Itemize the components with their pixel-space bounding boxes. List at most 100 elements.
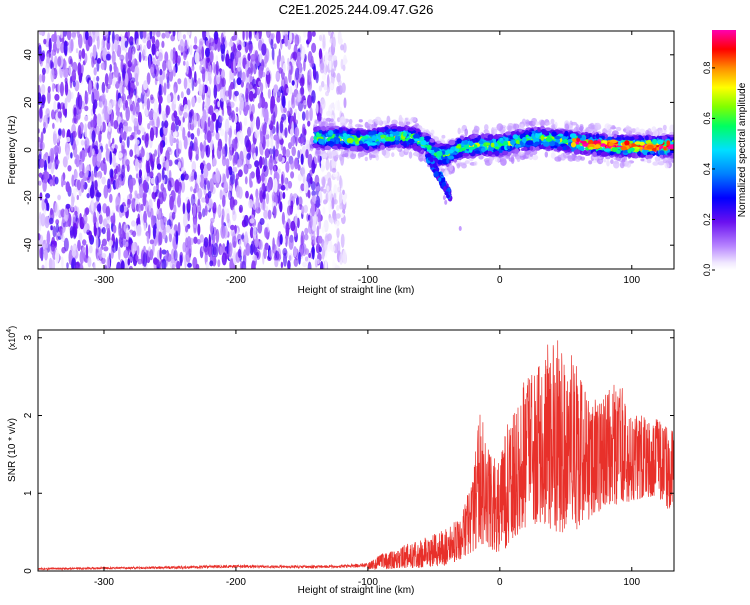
spectrogram-cell bbox=[457, 127, 461, 135]
spectrogram-cell bbox=[276, 238, 279, 252]
spectrogram-cell bbox=[61, 128, 66, 138]
spectrogram-cell bbox=[165, 159, 170, 172]
spectrogram-cell bbox=[273, 255, 277, 261]
spectrogram-cell bbox=[203, 58, 206, 70]
spectrogram-cell bbox=[50, 67, 55, 83]
spectrogram-cell bbox=[203, 179, 207, 190]
spectrogram-cell bbox=[307, 75, 311, 88]
spectrogram-cell bbox=[284, 127, 288, 138]
spectrogram-cell bbox=[456, 163, 461, 169]
spectrogram-cell bbox=[296, 92, 302, 103]
spectrogram-cell bbox=[159, 75, 164, 83]
spectrogram-cell bbox=[98, 214, 103, 225]
spectrogram-cell bbox=[209, 37, 215, 47]
spectrogram-cell bbox=[194, 51, 200, 64]
spectrogram-cell bbox=[46, 230, 51, 245]
spectrogram-cell bbox=[112, 42, 115, 50]
spectrogram-cell bbox=[281, 211, 285, 225]
spectrogram-cell bbox=[41, 198, 45, 211]
spectrogram-cell bbox=[261, 182, 266, 192]
spectrogram-cell bbox=[146, 33, 151, 41]
spectrogram-cell bbox=[156, 198, 161, 210]
spectrogram-cell bbox=[51, 258, 56, 269]
spectrogram-cell bbox=[215, 119, 219, 134]
spectrogram-cell bbox=[140, 203, 144, 211]
spectrogram-cell bbox=[183, 136, 188, 150]
spectrogram-cell bbox=[105, 206, 111, 218]
spectrogram-cell bbox=[54, 55, 58, 70]
spectrogram-cell bbox=[136, 129, 141, 135]
spectrogram-cell bbox=[336, 154, 342, 158]
spectrogram-cell bbox=[279, 201, 283, 213]
spectrogram-cell bbox=[148, 188, 152, 195]
spectrogram-cell bbox=[109, 193, 113, 203]
spectrogram-cell bbox=[247, 52, 251, 62]
spectrogram-cell bbox=[275, 71, 280, 81]
spectrogram-cell bbox=[550, 152, 556, 159]
spectrogram-cell bbox=[340, 233, 345, 248]
spectrogram-cell bbox=[254, 129, 260, 139]
spectrogram-cell bbox=[662, 124, 667, 131]
spectrogram-cell bbox=[146, 152, 150, 161]
spectrogram-cell bbox=[182, 34, 186, 40]
spectrogram-cell bbox=[208, 233, 211, 247]
spectrogram-cell bbox=[323, 219, 329, 233]
spectrogram-cell bbox=[181, 167, 186, 173]
spectrogram-cell bbox=[163, 82, 167, 96]
spectrogram-cell bbox=[309, 137, 314, 152]
spectrogram-cell bbox=[101, 37, 106, 51]
spectrogram-cell bbox=[111, 143, 115, 149]
spectrogram-cell bbox=[230, 51, 235, 62]
spectrogram-cell bbox=[47, 155, 51, 164]
spectrogram-cell bbox=[189, 186, 193, 192]
spectrogram-cell bbox=[241, 260, 247, 269]
spectrogram-cell bbox=[72, 80, 76, 88]
spectrogram-cell bbox=[297, 112, 300, 120]
spectrogram-cell bbox=[224, 90, 230, 97]
spectrogram-cell bbox=[343, 54, 347, 66]
spectrogram-cell bbox=[91, 181, 95, 196]
spectrogram-cell bbox=[266, 138, 270, 148]
spectrogram-cell bbox=[207, 242, 213, 258]
spectrogram-cell bbox=[143, 210, 148, 223]
spectrogram-cell bbox=[72, 213, 76, 222]
spectrogram-cell bbox=[182, 202, 186, 215]
spectrogram-cell bbox=[510, 155, 515, 162]
spectrogram-cell bbox=[255, 31, 260, 42]
spectrogram-cell bbox=[84, 166, 89, 178]
spectrogram-cell bbox=[261, 156, 265, 166]
spectrogram-cell bbox=[127, 60, 132, 68]
spectrogram-cell bbox=[203, 140, 207, 152]
spectrogram-cell bbox=[654, 156, 661, 162]
spectrogram-cell bbox=[492, 128, 498, 134]
spectrogram-cell bbox=[41, 97, 45, 106]
spectrogram-cell bbox=[279, 234, 283, 245]
spectrogram-cell bbox=[317, 112, 322, 123]
spectrogram-cell bbox=[188, 67, 192, 80]
spectrogram-cell bbox=[183, 77, 188, 90]
spectrogram-cell bbox=[137, 111, 143, 126]
spectrogram-cell bbox=[122, 131, 127, 141]
spectrogram-cell bbox=[57, 194, 61, 201]
spectrogram-cell bbox=[294, 34, 300, 47]
spectrogram-cell bbox=[165, 73, 169, 80]
spectrogram-cell bbox=[172, 65, 176, 77]
spectrogram-cell bbox=[50, 225, 53, 231]
spectrogram-cell bbox=[154, 175, 159, 186]
spectrogram-cell bbox=[62, 156, 68, 168]
spectrogram-cell bbox=[449, 164, 454, 172]
spectrogram-cell bbox=[135, 173, 139, 179]
spectrogram-cell bbox=[219, 189, 223, 201]
spectrogram-cell bbox=[52, 225, 57, 238]
spectrogram-cell bbox=[300, 183, 306, 192]
spectrogram-cell bbox=[220, 86, 225, 102]
spectrogram-cell bbox=[520, 123, 524, 131]
spectrogram-cell bbox=[646, 159, 652, 164]
spectrogram-cell bbox=[193, 171, 197, 181]
spectrogram-cell bbox=[124, 40, 128, 48]
spectrogram-cell bbox=[325, 90, 329, 97]
spectrogram-cell bbox=[321, 80, 325, 88]
spectrogram-cell bbox=[245, 31, 249, 41]
spectrogram-cell bbox=[42, 127, 46, 134]
spectrogram-cell bbox=[374, 116, 382, 125]
